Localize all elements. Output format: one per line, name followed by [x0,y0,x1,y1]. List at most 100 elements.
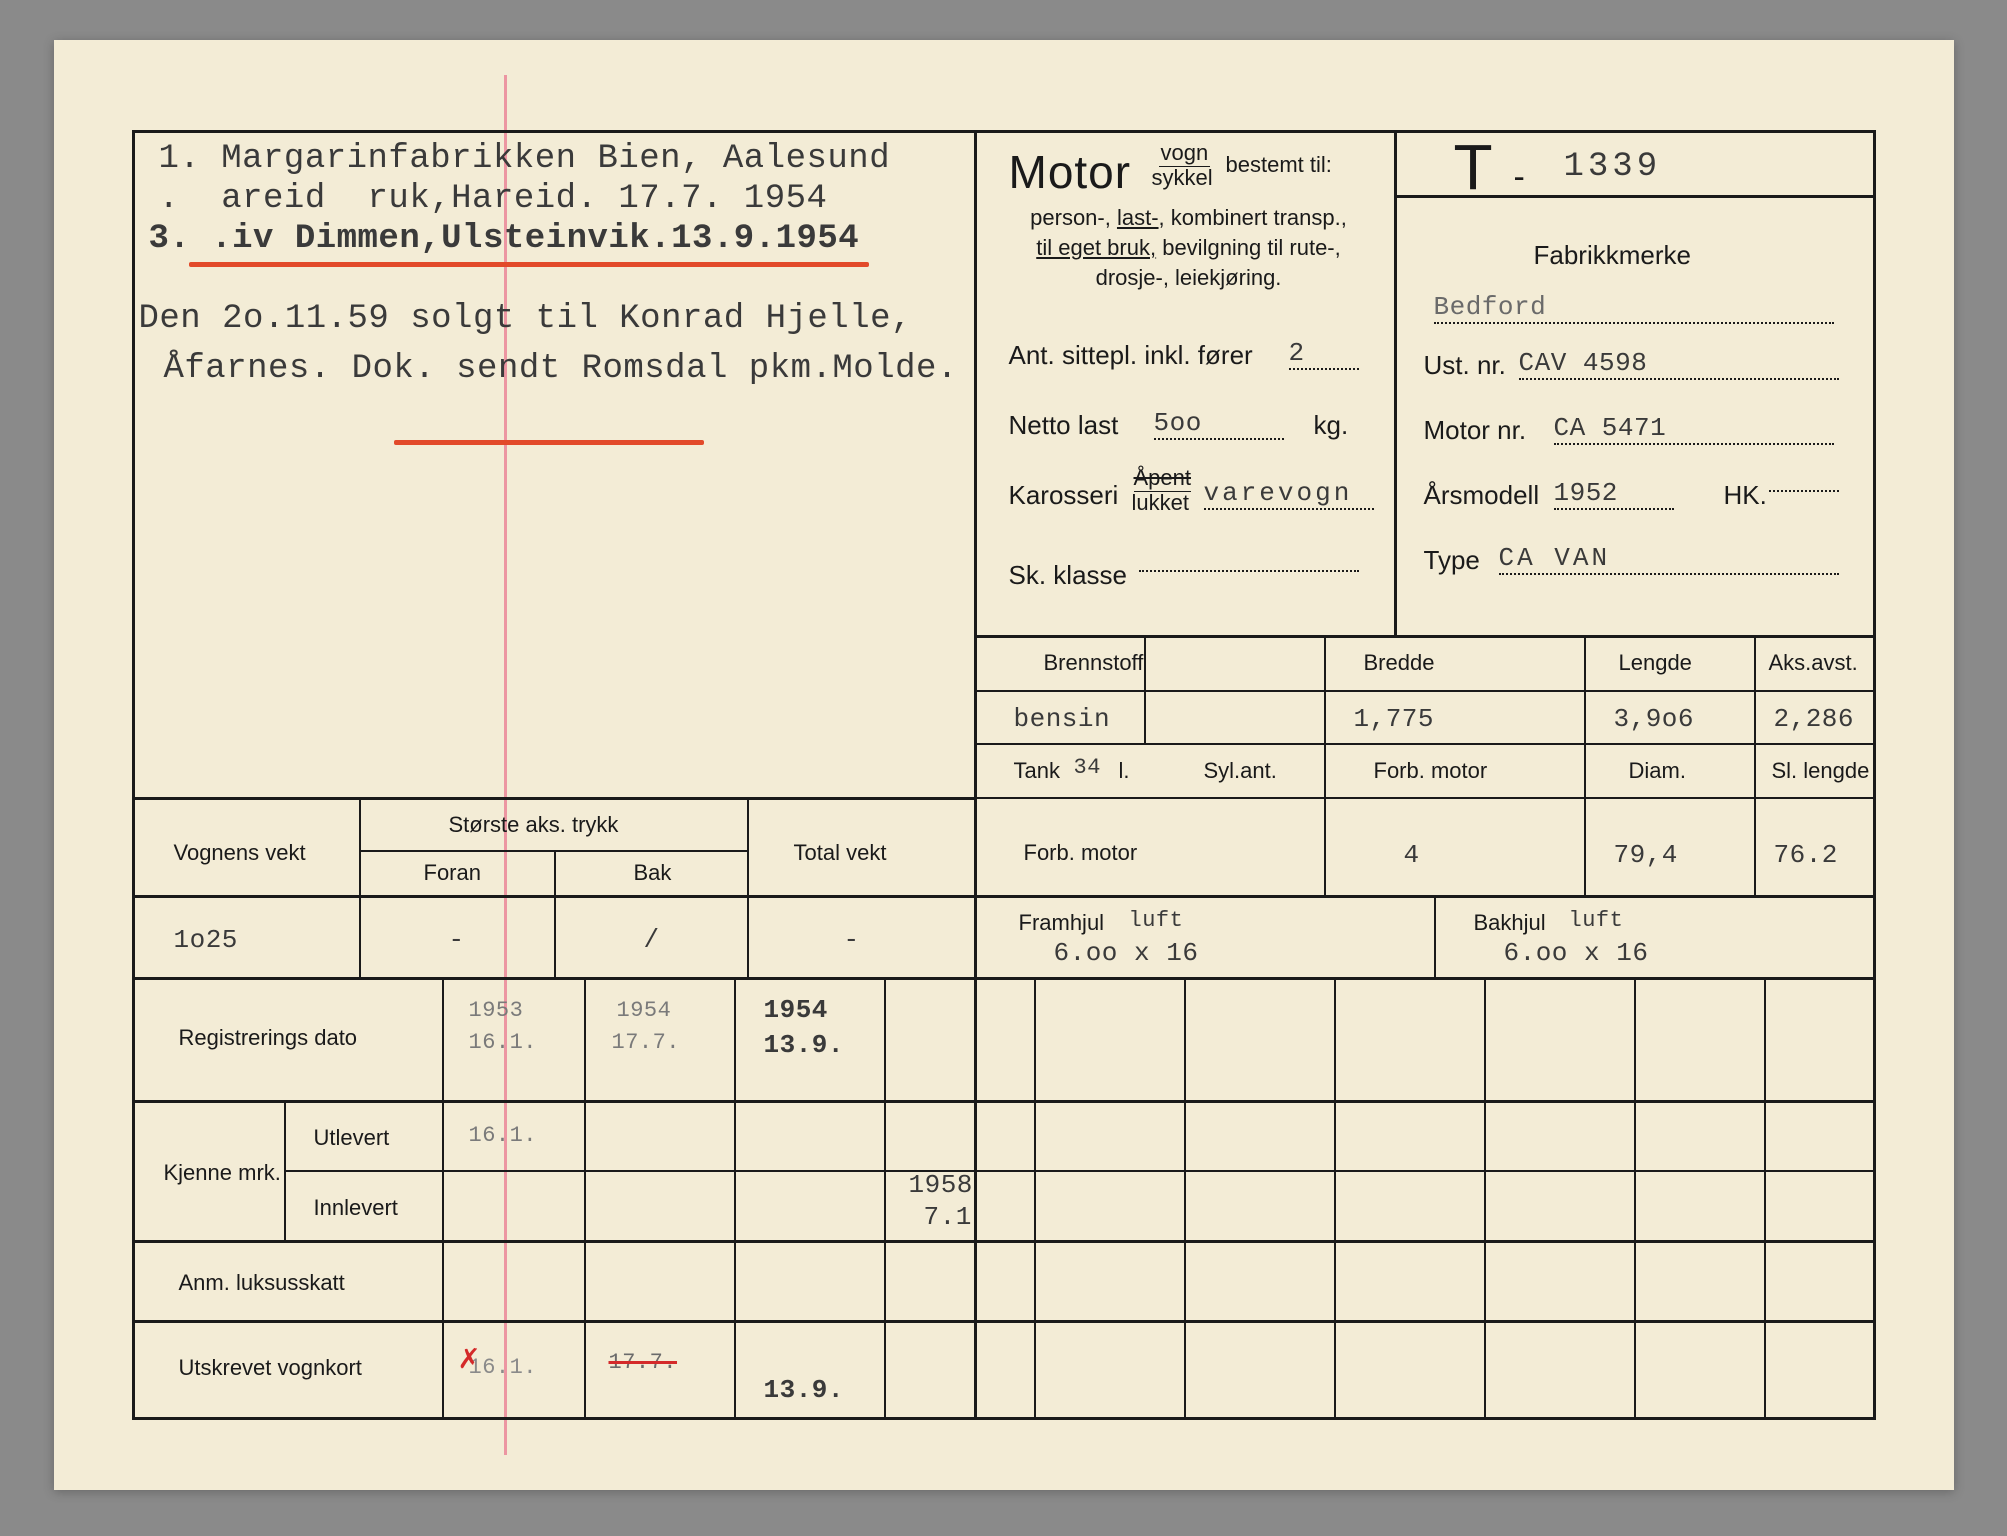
owner-line-2: . areid ruk,Hareid. 17.7. 1954 [159,180,828,218]
lengde-v: 3,9o6 [1614,704,1695,734]
sl-v: 76.2 [1774,840,1838,870]
bak-v: / [644,925,660,955]
divider [974,690,1876,692]
aks-h: Aks.avst. [1769,650,1858,676]
aar-label: Årsmodell [1424,480,1540,511]
fabrikk-value: Bedford [1434,292,1834,324]
foran-v: - [449,925,465,955]
syl-h: Syl.ant. [1204,758,1277,784]
type-label: Type [1424,545,1480,576]
divider [1394,130,1397,195]
karosseri-top: Åpent [1134,465,1192,492]
vogn-h: Vognens vekt [174,840,306,866]
forb-h: Forb. motor [1374,758,1488,784]
divider [734,977,736,1420]
bredde-v: 1,775 [1354,704,1435,734]
motor-line3: til eget bruk, bevilgning til rute-, [1004,235,1374,261]
bak-h: Bakhjul [1474,910,1546,936]
reg-dash: - [1514,158,1525,197]
motor-title: Motor [1009,145,1132,199]
divider [359,797,361,977]
diam-v: 79,4 [1614,840,1678,870]
type-value: CA VAN [1499,543,1839,575]
divider [1394,195,1397,635]
red-underline [189,262,869,267]
divider [1764,977,1766,1420]
divider [132,1320,1876,1323]
motornr-value: CA 5471 [1554,413,1834,445]
divider [1324,635,1326,690]
divider [974,797,1876,799]
bak-h2: Bak [634,860,672,886]
fram-v2: 6.oo x 16 [1054,938,1199,968]
sl-h: Sl. lengde [1772,758,1870,784]
reg-c2a: 1954 [617,998,672,1023]
utskrevet-label: Utskrevet vognkort [179,1355,362,1381]
divider [284,1170,1876,1172]
bak-v2: 6.oo x 16 [1504,938,1649,968]
total-h: Total vekt [794,840,887,866]
divider [442,977,444,1420]
motor-sykkel: sykkel [1152,165,1213,191]
divider [1034,977,1036,1420]
motor-line4: drosje-, leiekjøring. [1004,265,1374,291]
divider [132,895,974,898]
total-v: - [844,925,860,955]
reg-c3a: 1954 [764,995,828,1025]
tank-h: Tank [1014,758,1060,784]
divider [132,1100,1876,1103]
owner-note-2: Åfarnes. Dok. sendt Romsdal pkm.Molde. [164,350,958,388]
brennstoff-v: bensin [1014,704,1111,734]
bredde-h: Bredde [1364,650,1435,676]
divider [1754,635,1756,895]
utlevert-label: Utlevert [314,1125,390,1151]
aar-unit: HK. [1724,480,1767,511]
reg-label: Registrerings dato [179,1025,358,1051]
owner-note-1: Den 2o.11.59 solgt til Konrad Hjelle, [139,300,912,338]
seats-value: 2 [1289,338,1359,370]
divider [1184,977,1186,1420]
forb-label: Forb. motor [1024,840,1138,866]
brennstoff-h: Brennstoff [1044,650,1144,676]
seats-label: Ant. sittepl. inkl. fører [1009,340,1253,371]
fram-v1: luft [1129,908,1184,933]
kjenne-label: Kjenne mrk. [164,1160,281,1186]
divider [747,797,749,977]
karosseri-value: varevogn [1204,478,1374,510]
motornr-label: Motor nr. [1424,415,1527,446]
divider [554,850,556,977]
ust-value: CAV 4598 [1519,348,1839,380]
red-underline-2 [394,440,704,445]
aar-value: 1952 [1554,478,1674,510]
tank-u: l. [1119,758,1130,784]
divider [974,635,1876,638]
divider [884,977,886,1420]
divider [1634,977,1636,1420]
utskrevet-v2: 17.7. [609,1350,678,1375]
reg-number: 1339 [1564,148,1662,186]
utskrevet-v3: 13.9. [764,1375,845,1405]
motor-vogn: vogn [1159,140,1211,167]
utlevert-v: 16.1. [469,1123,538,1148]
red-x-1: ✗ [459,1337,480,1379]
innlevert-c4a: 1958 [909,1170,973,1200]
divider [1144,635,1146,743]
fabrikk-label: Fabrikkmerke [1534,240,1691,271]
karosseri-label: Karosseri [1009,480,1119,511]
divider [974,895,1876,898]
klasse-value [1139,570,1359,572]
netto-label: Netto last [1009,410,1119,441]
klasse-label: Sk. klasse [1009,560,1128,591]
storste-h: Største aks. trykk [449,812,619,838]
netto-unit: kg. [1314,410,1349,441]
fram-h: Framhjul [1019,910,1105,936]
ust-label: Ust. nr. [1424,350,1506,381]
bak-v1: luft [1569,908,1624,933]
divider [132,797,974,800]
innlevert-label: Innlevert [314,1195,398,1221]
aks-v: 2,286 [1774,704,1855,734]
reg-c1b: 16.1. [469,1030,538,1055]
registration-card: 1. Margarinfabrikken Bien, Aalesund . ar… [54,40,1954,1490]
divider [359,850,747,852]
reg-prefix: T [1454,130,1493,204]
